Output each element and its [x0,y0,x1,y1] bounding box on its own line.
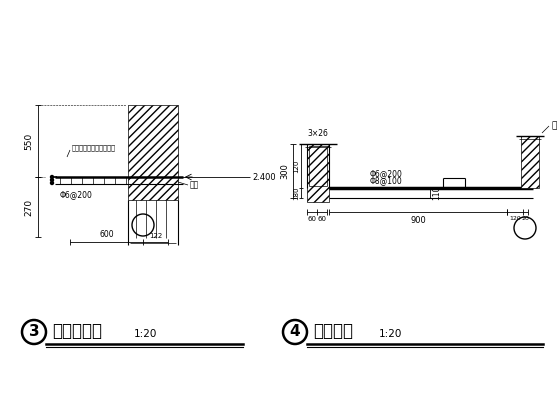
Circle shape [50,178,54,182]
Text: 楼: 楼 [551,121,557,131]
Text: 180: 180 [293,186,299,200]
Text: 图案: 图案 [190,181,199,189]
Circle shape [50,181,54,185]
Text: Φ6@200: Φ6@200 [370,170,403,178]
Text: 300: 300 [280,163,289,179]
Text: 雨篷大样: 雨篷大样 [313,322,353,340]
Text: 550: 550 [24,132,33,150]
Text: 3×26: 3×26 [307,129,328,138]
Text: 2.400: 2.400 [252,173,276,181]
Text: 60: 60 [307,216,316,222]
Text: 122: 122 [149,233,162,239]
Text: Φ8@100: Φ8@100 [370,176,403,186]
Text: 110: 110 [432,186,441,200]
Bar [521,136,539,188]
Text: 120: 120 [293,159,299,173]
Bar [307,144,329,202]
Text: 120: 120 [509,216,521,221]
Text: 3: 3 [29,325,39,339]
Text: 20: 20 [521,216,529,221]
Text: 空调板大样: 空调板大样 [52,322,102,340]
Bar [128,105,178,200]
Text: 4: 4 [290,325,300,339]
Text: 600: 600 [99,230,114,239]
Circle shape [50,175,54,179]
Text: 270: 270 [24,198,33,215]
Text: 60: 60 [318,216,326,222]
Text: 1:20: 1:20 [379,329,403,339]
Text: Φ6@200: Φ6@200 [60,190,93,199]
Text: 1:20: 1:20 [134,329,157,339]
Text: 900: 900 [410,216,426,225]
Text: 相邻板努板底原钉筋外伸: 相邻板努板底原钉筋外伸 [72,145,116,151]
